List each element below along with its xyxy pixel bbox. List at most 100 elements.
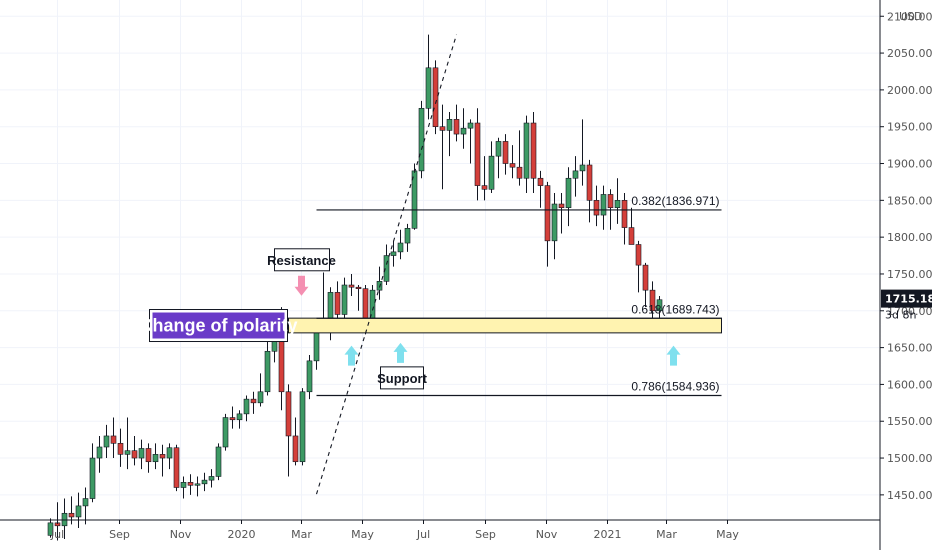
candle-down [110,435,117,444]
support-arrow [344,345,359,366]
candle-up [397,242,404,253]
candle-up [194,483,201,486]
candle-up [47,522,54,536]
candle-down [145,448,152,463]
x-tick-label: Sep [475,528,496,541]
candle-up [152,454,159,463]
candle-down [117,443,124,455]
candle-up [222,417,229,448]
candle-up [180,482,187,488]
candle-up [656,299,663,312]
candle-down [530,122,537,179]
candle-down [544,185,551,242]
support-arrow [666,345,681,366]
x-tick-label: 2021 [594,528,622,541]
candle-down [439,126,446,131]
x-tick-label: Mar [656,528,677,541]
polarity-label-bg [152,312,285,339]
candle-up [467,122,474,129]
y-tick-label: 1750.000 [887,268,932,281]
candle-down [516,166,523,179]
x-tick-label: Mar [291,528,312,541]
candle-up [327,292,334,319]
candle-down [292,435,299,463]
candle-down [586,164,593,201]
chart-grid [0,0,880,520]
candle-down [635,244,642,266]
candle-down [502,141,509,164]
fib-level-label: 0.786(1584.936) [631,380,719,394]
candle-up [299,391,306,463]
candle-down [593,200,600,216]
candle-up [390,251,397,256]
candle-up [82,498,89,507]
candle-up [243,398,250,415]
support-callout-text: Support [377,371,427,386]
candle-up [103,435,110,448]
candle-up [460,127,467,135]
y-tick-label: 2050.000 [887,47,932,60]
candle-up [495,141,502,157]
candle-down [453,119,460,135]
y-tick-label: 1650.000 [887,342,932,355]
y-tick-label: 1600.000 [887,378,932,391]
candle-up [215,446,222,477]
candle-up [551,203,558,242]
support-arrow [393,342,408,363]
candle-down [621,200,628,228]
x-tick-label: May [716,528,739,541]
candle-up [341,284,348,315]
candle-up [488,155,495,190]
support-callout-box [380,366,424,390]
y-tick-label: 1700.000 [887,305,932,318]
candle-up [306,360,313,393]
candle-down [628,227,635,245]
candle-up [404,228,411,244]
candle-down [537,177,544,186]
y-tick-label: 1500.000 [887,452,932,465]
candle-down [334,292,341,315]
candle-up [264,350,271,393]
candle-up [96,446,103,459]
x-tick-label: Nov [170,528,192,541]
y-tick-label: 1850.000 [887,194,932,207]
candle-down [481,185,488,190]
candle-up [201,479,208,485]
candle-down [474,122,481,186]
fib-level-label: 0.382(1836.971) [631,194,719,208]
candle-down [509,163,516,168]
candle-up [208,476,215,481]
y-tick-label: 2100.000 [887,10,932,23]
resistance-callout-box [274,248,330,272]
candle-up [523,122,530,179]
trend-line [315,34,458,495]
y-tick-label: 1900.000 [887,158,932,171]
candle-up [446,119,453,131]
candle-up [383,255,390,282]
candle-down [250,398,257,404]
candle-up [89,457,96,499]
candle-up [425,67,432,109]
currency-label: USD [899,10,923,23]
candle-down [362,288,369,319]
resistance-callout-text: Resistance [267,253,336,268]
candle-up [418,107,425,172]
y-tick-label: 1550.000 [887,415,932,428]
candle-down [187,482,194,486]
candle-down [649,289,656,312]
candle-up [579,164,586,172]
candle-up [614,200,621,208]
x-tick-label: Sep [109,528,130,541]
resistance-arrow [294,275,309,296]
candle-down [131,450,138,459]
candle-down [285,391,292,437]
candle-down [229,417,236,421]
x-tick-label: Nov [536,528,558,541]
candle-up [257,391,264,404]
last-price-text: 1715.181 [885,293,932,306]
candle-up [124,450,131,455]
annotations: 0.382(1836.971) 0.618(1689.743) 0.786(1584… [139,34,722,495]
candle-down [348,284,355,288]
